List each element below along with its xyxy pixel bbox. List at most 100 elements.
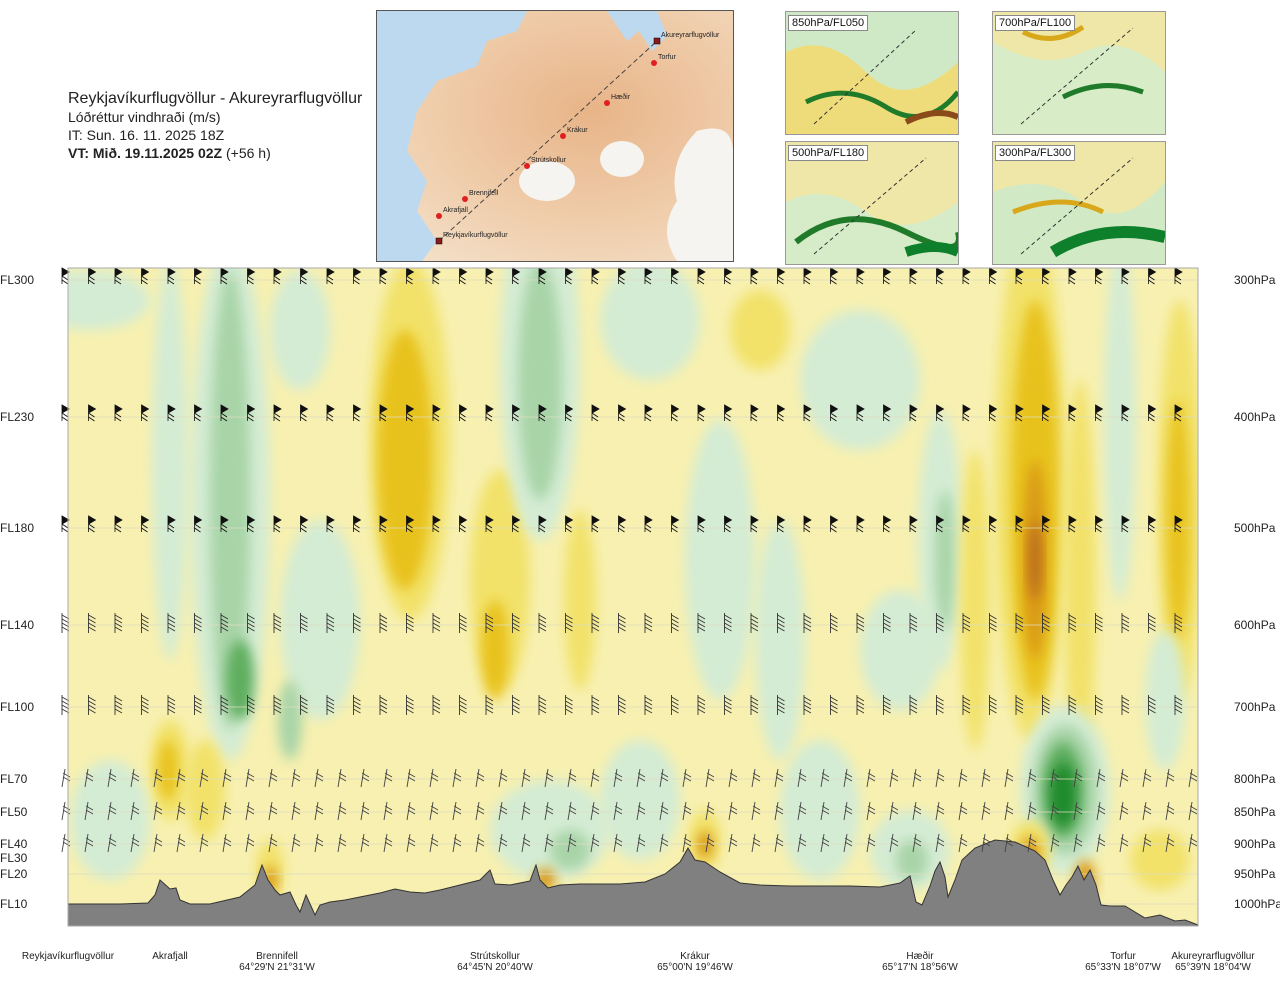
wind-barb-99 xyxy=(406,515,415,533)
wind-barb-277 xyxy=(337,801,347,821)
wind-barb-81 xyxy=(1068,404,1077,422)
wind-barb-98 xyxy=(379,515,388,533)
wind-barb-65 xyxy=(644,404,653,422)
wind-barb-125 xyxy=(1095,515,1104,533)
wind-barb-22 xyxy=(644,267,653,285)
mini-map-300: 300hPa/FL300 xyxy=(992,141,1166,265)
wind-barb-157 xyxy=(803,613,812,633)
wind-barb-82 xyxy=(1095,404,1104,422)
wind-barb-214 xyxy=(1174,695,1183,715)
wind-barb-211 xyxy=(1095,695,1103,715)
wind-barb-40 xyxy=(1121,267,1130,285)
wind-barb-316 xyxy=(84,833,94,853)
wind-barb-238 xyxy=(590,768,600,788)
wind-barb-244 xyxy=(728,768,738,788)
wind-barb-26 xyxy=(750,267,759,285)
wind-barb-300 xyxy=(866,801,876,821)
wind-barb-294 xyxy=(728,801,738,821)
wind-barb-278 xyxy=(360,801,370,821)
wind-barb-135 xyxy=(220,613,229,633)
wind-barb-8 xyxy=(273,267,282,285)
wind-barb-149 xyxy=(591,613,600,633)
right-axis: 300hPa 400hPa 500hPa 600hPa 700hPa 800hPa 850h… xyxy=(1234,273,1280,911)
wind-barb-262 xyxy=(1142,768,1152,788)
wind-barb-137 xyxy=(273,613,282,633)
wind-barb-14 xyxy=(432,267,441,285)
wind-barb-143 xyxy=(432,613,441,633)
wind-barb-18 xyxy=(538,267,547,285)
wind-barb-147 xyxy=(538,613,547,633)
wind-barb-334 xyxy=(498,833,508,853)
wind-barb-89 xyxy=(141,515,150,533)
wind-barb-161 xyxy=(909,613,918,633)
wind-barb-158 xyxy=(830,613,838,633)
map-sea-west xyxy=(377,11,527,261)
wind-barb-254 xyxy=(958,768,968,788)
wind-barb-112 xyxy=(750,515,759,533)
wind-barb-288 xyxy=(590,801,600,821)
wind-barb-256 xyxy=(1004,768,1014,788)
wind-barb-126 xyxy=(1121,515,1130,533)
wind-barb-302 xyxy=(912,801,922,821)
wind-barb-284 xyxy=(498,801,508,821)
chart-subtitle: Lóðréttur vindhraði (m/s) xyxy=(68,109,221,125)
left-axis-label-10: FL10 xyxy=(0,897,28,911)
wind-barb-164 xyxy=(989,613,997,633)
wind-barb-160 xyxy=(883,613,891,633)
wind-barb-37 xyxy=(1042,267,1051,285)
location-label-0: Reykjavíkurflugvöllur xyxy=(8,951,128,962)
mini-map-500: 500hPa/FL180 xyxy=(785,141,959,265)
wind-barb-43 xyxy=(61,404,70,422)
wind-barb-270 xyxy=(176,801,186,821)
wind-barb-162 xyxy=(936,613,944,633)
wind-barb-141 xyxy=(379,613,388,633)
wind-barb-335 xyxy=(521,833,531,853)
wind-barb-117 xyxy=(883,515,892,533)
wind-barb-220 xyxy=(176,768,186,788)
wind-barb-96 xyxy=(326,515,335,533)
wind-barb-6 xyxy=(220,267,229,285)
location-name: Krákur xyxy=(680,951,710,962)
wind-barb-230 xyxy=(406,768,416,788)
wind-barb-55 xyxy=(379,404,388,422)
wind-barb-266 xyxy=(84,801,94,821)
velocity-contour-5 xyxy=(226,640,254,720)
map-station-label: Reykjavíkurflugvöllur xyxy=(443,232,508,239)
velocity-contour-53 xyxy=(270,270,330,390)
wind-barb-274 xyxy=(268,801,278,821)
wind-barb-104 xyxy=(538,515,547,533)
wind-barb-148 xyxy=(565,613,573,633)
wind-barb-144 xyxy=(459,613,467,633)
wind-barb-153 xyxy=(697,613,706,633)
wind-barb-285 xyxy=(521,801,531,821)
wind-barb-131 xyxy=(114,613,123,633)
mini-map-850-svg xyxy=(786,12,958,134)
wind-barb-217 xyxy=(107,768,117,788)
wind-barb-132 xyxy=(141,613,149,633)
wind-barb-190 xyxy=(538,695,547,715)
wind-barb-330 xyxy=(406,833,416,853)
wind-barb-346 xyxy=(774,833,784,853)
velocity-contour-3 xyxy=(152,268,188,660)
location-coord: 64°29'N 21°31'W xyxy=(239,962,315,973)
wind-barb-107 xyxy=(618,515,627,533)
valid-time-bold: VT: Mið. 19.11.2025 02Z xyxy=(68,145,223,161)
wind-barb-318 xyxy=(130,833,140,853)
velocity-contour-46 xyxy=(896,840,928,880)
wind-barb-173 xyxy=(88,695,96,715)
wind-barb-114 xyxy=(803,515,812,533)
wind-barb-87 xyxy=(88,515,97,533)
map-station-marker xyxy=(436,213,442,219)
location-name: Brennifell xyxy=(256,951,298,962)
wind-barb-119 xyxy=(936,515,945,533)
velocity-contour-10 xyxy=(481,600,509,700)
left-axis-label-4: FL100 xyxy=(0,700,34,714)
velocity-contour-0 xyxy=(68,270,150,330)
wind-barb-327 xyxy=(337,833,347,853)
mini-map-label: 500hPa/FL180 xyxy=(788,145,869,161)
wind-barb-75 xyxy=(909,404,918,422)
wind-barb-45 xyxy=(114,404,123,422)
mini-map-700: 700hPa/FL100 xyxy=(992,11,1166,135)
wind-barb-1 xyxy=(88,267,97,285)
wind-barb-181 xyxy=(300,695,308,715)
